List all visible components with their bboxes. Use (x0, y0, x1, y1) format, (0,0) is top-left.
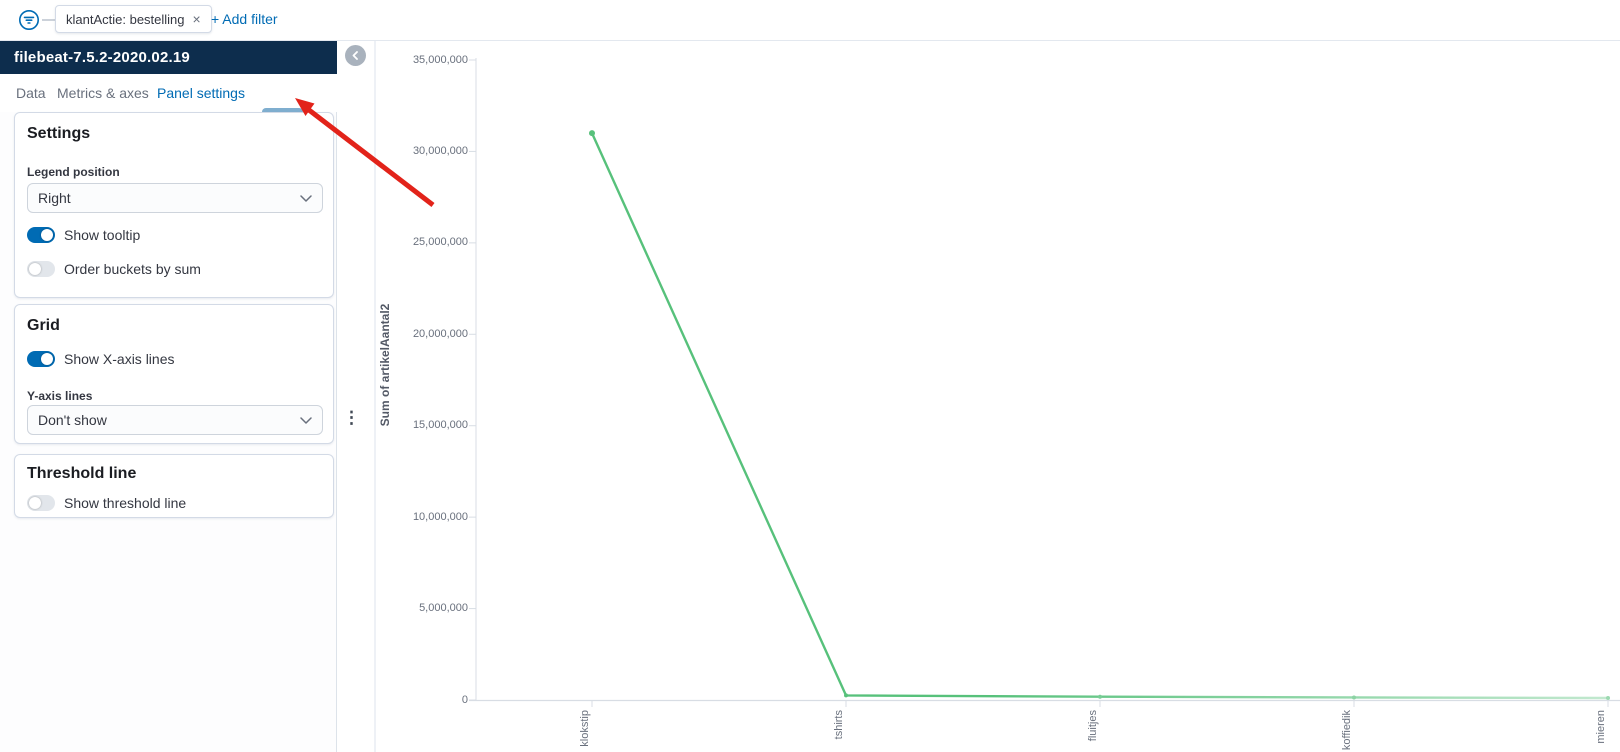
filter-bar: klantActie: bestelling × + Add filter (0, 0, 1620, 41)
y-axis-title: Sum of artikelAantal2 (378, 303, 392, 427)
threshold-card-title: Threshold line (27, 465, 137, 482)
remove-filter-icon[interactable]: × (192, 11, 201, 27)
toggle-off-icon (27, 495, 55, 511)
settings-card-title: Settings (27, 125, 91, 142)
collapse-sidebar-button[interactable] (345, 45, 366, 66)
legend-position-value: Right (38, 190, 71, 206)
add-filter-link[interactable]: + Add filter (211, 11, 278, 27)
y-axis-lines-label: Y-axis lines (27, 389, 93, 403)
order-buckets-label: Order buckets by sum (64, 261, 201, 277)
toggle-on-icon (27, 227, 55, 243)
show-tooltip-toggle[interactable]: Show tooltip (27, 227, 140, 243)
show-tooltip-label: Show tooltip (64, 227, 141, 243)
xtick-label: klokstip (579, 710, 591, 747)
filter-pill[interactable]: klantActie: bestelling × (55, 5, 212, 33)
legend-position-select[interactable]: Right (27, 183, 323, 213)
toggle-off-icon (27, 261, 55, 277)
ytick-label: 20,000,000 (412, 327, 468, 340)
panel-resize-handle[interactable]: ⋮ (343, 408, 360, 427)
show-x-axis-label: Show X-axis lines (64, 351, 175, 367)
ytick-label: 35,000,000 (412, 53, 468, 66)
ytick-label: 25,000,000 (412, 236, 468, 249)
ytick-label: 15,000,000 (412, 419, 468, 432)
panel-divider (374, 41, 376, 752)
editor-sidebar: filebeat-7.5.2-2020.02.19 Data Metrics &… (0, 41, 337, 752)
settings-card: Settings Legend position Right Show tool… (14, 112, 334, 298)
tab-data[interactable]: Data (16, 85, 46, 101)
legend-position-label: Legend position (27, 165, 120, 179)
xtick-label: tshirts (833, 710, 845, 740)
filter-pill-label: klantActie: bestelling (66, 11, 185, 27)
line-chart-panel (376, 41, 1620, 752)
xtick-label: koffiedik (1341, 710, 1353, 751)
filter-options-icon[interactable] (18, 9, 40, 31)
ytick-label: 30,000,000 (412, 144, 468, 157)
index-pattern-title: filebeat-7.5.2-2020.02.19 (0, 41, 337, 74)
show-threshold-label: Show threshold line (64, 495, 187, 511)
threshold-card: Threshold line Show threshold line (14, 454, 334, 518)
grid-card: Grid Show X-axis lines Y-axis lines Don'… (14, 304, 334, 444)
tab-metrics-axes[interactable]: Metrics & axes (57, 85, 149, 101)
chevron-down-icon (300, 194, 312, 202)
order-buckets-toggle[interactable]: Order buckets by sum (27, 261, 201, 277)
grid-card-title: Grid (27, 317, 60, 334)
ytick-label: 5,000,000 (419, 602, 468, 615)
y-axis-lines-select[interactable]: Don't show (27, 405, 323, 435)
chevron-down-icon (300, 416, 312, 424)
ytick-label: 0 (461, 693, 468, 706)
xtick-label: fluitjes (1087, 710, 1099, 742)
chevron-left-icon (352, 51, 358, 60)
tab-panel-settings[interactable]: Panel settings (157, 85, 245, 101)
filter-pill-connector (42, 19, 55, 21)
xtick-label: mieren (1595, 710, 1607, 744)
sidebar-tabs: Data Metrics & axes Panel settings × (0, 74, 337, 137)
show-x-axis-toggle[interactable]: Show X-axis lines (27, 351, 175, 367)
ytick-label: 10,000,000 (412, 510, 468, 523)
show-threshold-toggle[interactable]: Show threshold line (27, 495, 186, 511)
toggle-on-icon (27, 351, 55, 367)
y-axis-lines-value: Don't show (38, 412, 107, 428)
